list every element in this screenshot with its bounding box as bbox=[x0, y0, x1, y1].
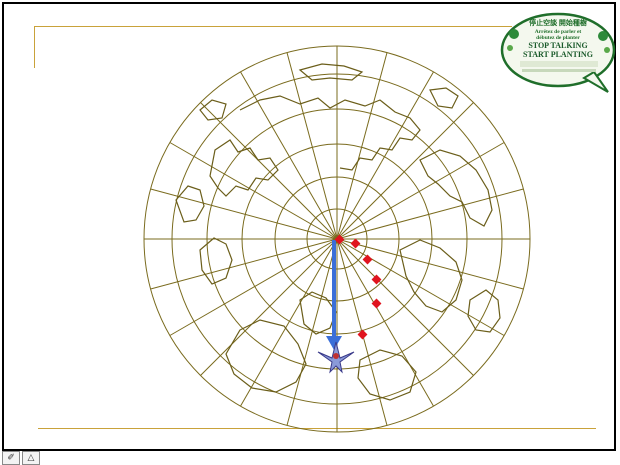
badge-logo-strip bbox=[520, 61, 598, 67]
meridian-line bbox=[336, 142, 505, 240]
bottom-decorative-rule bbox=[38, 428, 596, 429]
meridian-line bbox=[286, 238, 338, 426]
marker-5 bbox=[371, 298, 382, 309]
badge-fine-print bbox=[522, 69, 596, 72]
aircraft-icon bbox=[317, 341, 355, 374]
pen-tool-icon[interactable]: ✐ bbox=[2, 451, 20, 465]
meridian-line bbox=[150, 238, 338, 290]
meridian-line bbox=[200, 102, 338, 240]
marker-6 bbox=[357, 329, 368, 340]
tree-icon-left bbox=[509, 29, 519, 39]
marker-4 bbox=[371, 274, 382, 285]
marker-3 bbox=[362, 254, 373, 265]
meridian-line bbox=[336, 102, 474, 240]
badge-line-stop-talking: STOP TALKING bbox=[528, 41, 587, 50]
polar-projection-map bbox=[143, 45, 531, 433]
meridian-line bbox=[286, 52, 338, 240]
meridian-line bbox=[240, 238, 338, 407]
coastline-outlines bbox=[175, 63, 501, 401]
marker-1 bbox=[334, 234, 345, 245]
badge-line-chinese: 停止空談 開始種樹 bbox=[529, 18, 587, 27]
top-left-vertical-rule bbox=[34, 26, 35, 68]
red-marker-track bbox=[334, 234, 382, 340]
meridian-line bbox=[336, 71, 434, 240]
meridian-line bbox=[336, 188, 524, 240]
meridian-line bbox=[336, 238, 434, 407]
badge-line-french-2: débutez de planter bbox=[536, 35, 580, 41]
marker-2 bbox=[350, 238, 361, 249]
meridian-line bbox=[169, 142, 338, 240]
badge-line-french-1: Arrêtez de parler et bbox=[535, 29, 582, 35]
meridian-line bbox=[336, 238, 524, 290]
meridian-line bbox=[336, 238, 505, 336]
meridian-line bbox=[150, 188, 338, 240]
meridian-line bbox=[336, 238, 474, 376]
meridian-line bbox=[169, 238, 338, 336]
tree-icon-right bbox=[598, 31, 608, 41]
badge-line-start-planting: START PLANTING bbox=[523, 50, 593, 59]
meridian-line bbox=[240, 71, 338, 240]
slideshow-toolbar: ✐ △ bbox=[2, 451, 40, 465]
top-decorative-rule bbox=[34, 26, 512, 27]
meridian-line bbox=[336, 52, 388, 240]
pointer-tool-icon[interactable]: △ bbox=[22, 451, 40, 465]
stop-talking-start-planting-badge: 停止空談 開始種樹 Arrêtez de parler et débutez d… bbox=[500, 12, 616, 93]
meridian-lines bbox=[144, 46, 530, 432]
meridian-line bbox=[200, 238, 338, 376]
blue-direction-arrow-head bbox=[326, 336, 342, 350]
